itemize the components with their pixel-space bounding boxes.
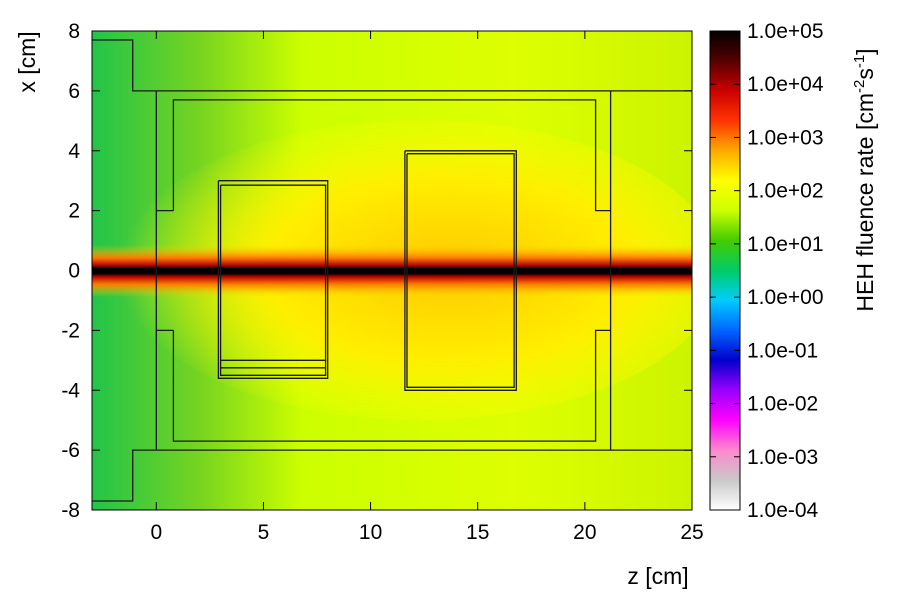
- colorbar-tick-label: 1.0e-03: [747, 446, 818, 469]
- x-tick-label: 25: [680, 521, 703, 544]
- x-tick-label: 20: [573, 521, 596, 544]
- x-axis-label: z [cm]: [627, 563, 688, 589]
- y-tick-label: -2: [61, 319, 80, 342]
- colorbar-ticks: 1.0e+05 1.0e+04 1.0e+03 1.0e+02 1.0e+01 1.0e+…: [710, 20, 824, 522]
- geometry-outline-0: [92, 39, 692, 92]
- beam-core: [92, 245, 692, 297]
- y-tick-label: -6: [61, 439, 80, 462]
- colorbar: 1.0e+05 1.0e+04 1.0e+03 1.0e+02 1.0e+01 1.0e+…: [709, 20, 878, 522]
- geometry-outline-7: [172, 329, 611, 442]
- colorbar-tick-label: 1.0e+03: [747, 126, 824, 149]
- y-axis-label: x [cm]: [14, 31, 40, 92]
- x-tick-label: 15: [466, 521, 489, 544]
- x-tick-label: 0: [150, 521, 162, 544]
- y-tick-label: 4: [68, 140, 80, 163]
- geometry-outline-6: [172, 99, 611, 212]
- y-tick-label: 6: [68, 80, 80, 103]
- colorbar-tick-label: 1.0e+01: [747, 233, 824, 256]
- colorbar-tick-label: 1.0e+02: [747, 180, 824, 203]
- geometry-outline-12: [404, 150, 517, 391]
- colorbar-tick-label: 1.0e-02: [747, 393, 818, 416]
- geometry-outlines: [92, 39, 692, 502]
- y-tick-label: 8: [68, 20, 80, 43]
- geometry-outline-8: [217, 180, 329, 379]
- geometry-outline-1: [92, 449, 692, 502]
- colorbar-tick-label: 1.0e-01: [747, 339, 818, 362]
- y-tick-label: -8: [61, 499, 80, 522]
- colorbar-tick-label: 1.0e+05: [747, 20, 824, 43]
- colorbar-tick-label: 1.0e+00: [747, 286, 824, 309]
- x-tick-label: 5: [258, 521, 270, 544]
- colorbar-tick-label: 1.0e-04: [747, 499, 819, 522]
- y-tick-label: 0: [68, 260, 80, 283]
- geometry-outline-13: [406, 153, 515, 388]
- geometry-outline-9: [219, 184, 327, 376]
- colorbar-gradient: [709, 30, 741, 511]
- x-axis-ticks: 0 5 10 15 20 25: [150, 31, 704, 544]
- colorbar-tick-label: 1.0e+04: [747, 73, 824, 96]
- colorbar-label: HEH fluence rate [cm-2s-1]: [851, 48, 878, 311]
- y-tick-label: -4: [61, 379, 80, 402]
- y-tick-label: 2: [68, 200, 80, 223]
- heatmap-plot-area: [92, 31, 692, 510]
- y-axis-ticks: 8 6 4 2 0 -2 -4 -6 -8: [61, 20, 692, 522]
- x-tick-label: 10: [359, 521, 382, 544]
